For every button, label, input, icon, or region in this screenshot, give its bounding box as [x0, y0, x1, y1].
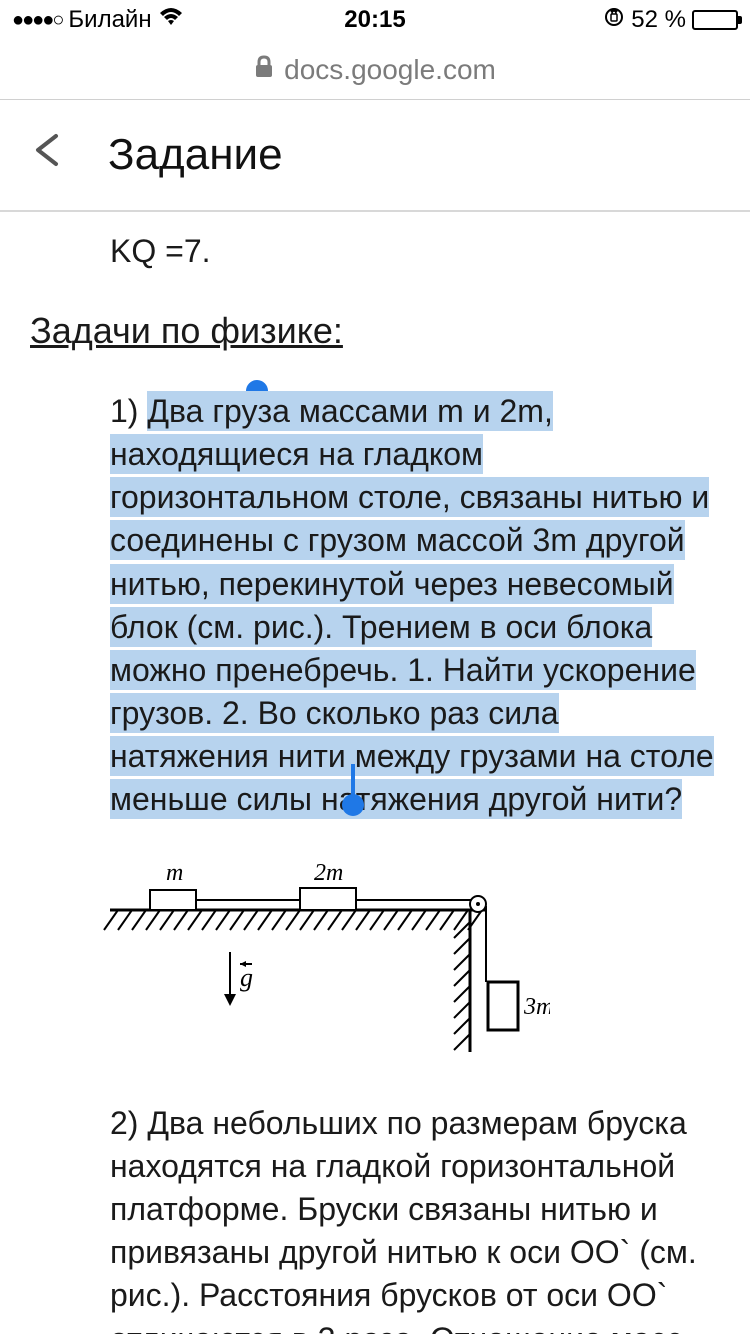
battery-icon: [692, 10, 738, 30]
diagram-label-3m: 3m: [523, 994, 550, 1020]
back-button[interactable]: [28, 130, 68, 181]
problem1-prefix: 1): [110, 393, 147, 429]
problem-2: 2) Два небольших по размерам бруска нахо…: [110, 1102, 720, 1334]
document-content[interactable]: KQ =7. Задачи по физике: 1) Два груза ма…: [0, 212, 750, 1334]
physics-diagram-1: m 2m 3m g: [90, 852, 550, 1072]
problem-1: 1) Два груза массами m и 2m, находящиеся…: [110, 390, 720, 822]
signal-strength-icon: ●●●●○: [12, 9, 62, 32]
status-left: ●●●●○ Билайн: [12, 6, 184, 34]
lock-icon: [254, 55, 274, 85]
orientation-lock-icon: [603, 6, 625, 35]
url-domain: docs.google.com: [284, 54, 496, 86]
doc-header: Задание: [0, 100, 750, 212]
doc-title: Задание: [108, 130, 283, 180]
selected-text[interactable]: Два груза массами m и 2m, находящиеся на…: [110, 391, 714, 820]
status-right: 52 %: [603, 6, 738, 35]
kq-line: KQ =7.: [110, 230, 720, 273]
diagram-label-m: m: [166, 860, 183, 886]
diagram-label-g: g: [240, 963, 253, 992]
section-heading: Задачи по физике:: [30, 307, 720, 356]
status-bar: ●●●●○ Билайн 20:15 52 %: [0, 0, 750, 40]
carrier-label: Билайн: [68, 6, 151, 34]
wifi-icon: [158, 6, 184, 34]
selection-handle-end[interactable]: [342, 794, 364, 816]
clock: 20:15: [344, 6, 405, 34]
browser-url-bar[interactable]: docs.google.com: [0, 40, 750, 100]
diagram-label-2m: 2m: [314, 860, 343, 886]
battery-percent: 52 %: [631, 6, 686, 34]
